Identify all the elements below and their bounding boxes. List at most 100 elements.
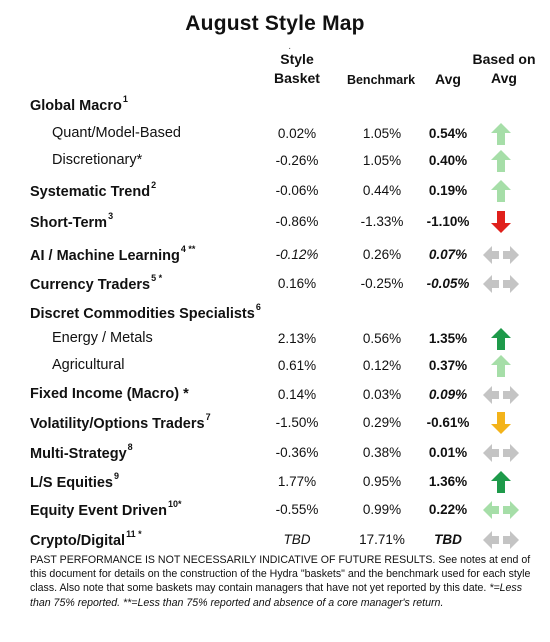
style-basket-value: -0.36% bbox=[275, 445, 319, 460]
disclaimer-footer: PAST PERFORMANCE IS NOT NECESSARILY INDI… bbox=[30, 553, 535, 610]
footnote-marker: 1 bbox=[122, 94, 128, 104]
row-label: Quant/Model-Based bbox=[52, 125, 181, 141]
row-label: Fixed Income (Macro) * bbox=[30, 386, 189, 402]
row-label-text: Currency Traders bbox=[30, 276, 151, 293]
benchmark-value: 0.03% bbox=[362, 387, 402, 402]
style-basket-value: 2.13% bbox=[277, 331, 317, 346]
row-label-text: L/S Equities bbox=[30, 474, 113, 491]
table-row: Multi-Strategy8 -0.36% 0.38% 0.01% bbox=[0, 440, 550, 466]
sideways-arrow-icon bbox=[482, 498, 520, 522]
sideways-arrow-icon bbox=[482, 272, 520, 296]
row-label-text: Agricultural bbox=[52, 357, 125, 373]
row-label: L/S Equities9 bbox=[30, 471, 120, 491]
disclaimer-text: PAST PERFORMANCE IS NOT NECESSARILY INDI… bbox=[30, 554, 531, 595]
style-basket-value: -0.06% bbox=[275, 183, 319, 198]
avg-value: 0.37% bbox=[428, 358, 468, 373]
style-basket-value: 0.02% bbox=[277, 126, 317, 141]
reporting-note: *=Less than 75% reported. **=Less than 7… bbox=[30, 582, 523, 609]
table-row: Currency Traders5 * 0.16% -0.25% -0.05% bbox=[0, 271, 550, 297]
row-label-text: Multi-Strategy bbox=[30, 445, 127, 462]
row-label-text: Fixed Income (Macro) * bbox=[30, 386, 189, 402]
benchmark-value: 0.99% bbox=[362, 502, 402, 517]
row-label: Equity Event Driven10* bbox=[30, 499, 182, 519]
row-label-text: Discret Commodities Specialists bbox=[30, 305, 255, 322]
footnote-marker: 10* bbox=[167, 499, 182, 509]
header-based-on-avg: Based on Avg bbox=[468, 50, 540, 88]
up-arrow-icon bbox=[482, 327, 520, 351]
header-dot: · bbox=[288, 43, 292, 54]
avg-value: 0.54% bbox=[428, 126, 468, 141]
avg-value: 0.22% bbox=[428, 502, 468, 517]
header-style-basket: Style Basket bbox=[262, 50, 332, 88]
row-label-text: AI / Machine Learning bbox=[30, 247, 180, 264]
table-row: Quant/Model-Based 0.02% 1.05% 0.54% bbox=[0, 121, 550, 147]
footnote-marker: 2 bbox=[151, 180, 157, 190]
row-label: Currency Traders5 * bbox=[30, 273, 162, 293]
down-arrow-icon bbox=[482, 210, 520, 234]
benchmark-value: -0.25% bbox=[360, 276, 404, 291]
up-arrow-icon bbox=[482, 149, 520, 173]
footnote-marker: 6 bbox=[255, 302, 261, 312]
avg-value: 0.19% bbox=[428, 183, 468, 198]
table-row: AI / Machine Learning4 ** -0.12% 0.26% 0.07… bbox=[0, 242, 550, 268]
table-row: Crypto/Digital11 * TBD 17.71% TBD bbox=[0, 527, 550, 553]
avg-value: 1.35% bbox=[428, 331, 468, 346]
row-label-text: Short-Term bbox=[30, 214, 108, 231]
sideways-arrow-icon bbox=[482, 528, 520, 552]
row-label-text: Equity Event Driven bbox=[30, 502, 167, 519]
up-arrow-icon bbox=[482, 470, 520, 494]
header-based-on-line2: Avg bbox=[491, 70, 517, 86]
avg-value: -0.61% bbox=[426, 415, 470, 430]
sideways-arrow-icon bbox=[482, 441, 520, 465]
benchmark-value: 1.05% bbox=[362, 153, 402, 168]
benchmark-value: -1.33% bbox=[360, 214, 404, 229]
row-label: Systematic Trend2 bbox=[30, 180, 157, 200]
style-basket-value: -1.50% bbox=[275, 415, 319, 430]
row-label: Volatility/Options Traders7 bbox=[30, 412, 211, 432]
row-label: Energy / Metals bbox=[52, 330, 153, 346]
table-row: Short-Term3 -0.86% -1.33% -1.10% bbox=[0, 209, 550, 235]
benchmark-value: 0.95% bbox=[362, 474, 402, 489]
style-basket-value: 0.14% bbox=[277, 387, 317, 402]
row-label-text: Energy / Metals bbox=[52, 330, 153, 346]
row-label-text: Crypto/Digital bbox=[30, 532, 126, 549]
table-row: Discretionary* -0.26% 1.05% 0.40% bbox=[0, 148, 550, 174]
page-title: August Style Map bbox=[185, 12, 365, 35]
sideways-arrow-icon bbox=[482, 243, 520, 267]
header-benchmark: Benchmark bbox=[346, 73, 416, 87]
table-row: Energy / Metals 2.13% 0.56% 1.35% bbox=[0, 326, 550, 352]
avg-value: 0.40% bbox=[428, 153, 468, 168]
header-based-on-line1: Based on bbox=[472, 51, 536, 67]
avg-value: 0.01% bbox=[428, 445, 468, 460]
table-row: Discret Commodities Specialists6 bbox=[0, 300, 550, 326]
benchmark-value: 0.29% bbox=[362, 415, 402, 430]
benchmark-value: 0.12% bbox=[362, 358, 402, 373]
avg-value: TBD bbox=[434, 532, 462, 547]
table-row: L/S Equities9 1.77% 0.95% 1.36% bbox=[0, 469, 550, 495]
benchmark-value: 17.71% bbox=[359, 532, 405, 547]
avg-value: -0.05% bbox=[426, 276, 470, 291]
row-label-text: Discretionary* bbox=[52, 152, 143, 168]
style-basket-value: -0.55% bbox=[275, 502, 319, 517]
footnote-marker: 7 bbox=[205, 412, 211, 422]
footnote-marker: 4 ** bbox=[180, 244, 196, 254]
benchmark-value: 0.56% bbox=[362, 331, 402, 346]
header-style-basket-line1: Style bbox=[280, 51, 314, 67]
table-row: Systematic Trend2 -0.06% 0.44% 0.19% bbox=[0, 178, 550, 204]
row-label-text: Volatility/Options Traders bbox=[30, 415, 205, 432]
footnote-marker: 3 bbox=[108, 211, 114, 221]
footnote-marker: 9 bbox=[114, 471, 120, 481]
style-basket-value: 0.16% bbox=[277, 276, 317, 291]
row-label: AI / Machine Learning4 ** bbox=[30, 244, 196, 264]
row-label: Discret Commodities Specialists6 bbox=[30, 302, 261, 322]
style-basket-value: TBD bbox=[283, 532, 311, 547]
table-row: Global Macro1 bbox=[0, 92, 550, 118]
style-basket-value: 1.77% bbox=[277, 474, 317, 489]
up-arrow-icon bbox=[482, 122, 520, 146]
header-style-basket-line2: Basket bbox=[274, 70, 320, 86]
footnote-marker: 11 * bbox=[126, 529, 142, 539]
row-label-text: Systematic Trend bbox=[30, 183, 151, 200]
row-label-text: Quant/Model-Based bbox=[52, 125, 181, 141]
benchmark-value: 1.05% bbox=[362, 126, 402, 141]
row-label: Agricultural bbox=[52, 357, 125, 373]
